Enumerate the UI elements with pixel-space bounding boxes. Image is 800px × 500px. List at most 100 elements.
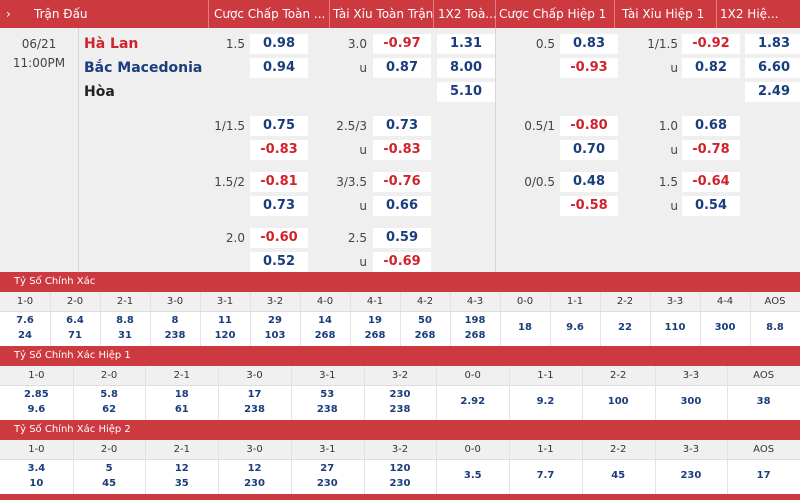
score-odds-button[interactable]: 38 <box>756 396 771 407</box>
score-odds-button[interactable]: 12 <box>247 463 262 474</box>
score-odds-button[interactable]: 7.7 <box>536 470 555 481</box>
h1-overunder-odds-button[interactable]: 0.54 <box>682 196 740 216</box>
h1-handicap-odds-button[interactable]: 0.83 <box>560 34 618 54</box>
col-h1-1x2[interactable]: 1X2 Hiệ... <box>720 7 779 21</box>
score-odds-reverse-button[interactable]: 9.6 <box>27 404 46 415</box>
col-h1-overunder[interactable]: Tài Xỉu Hiệp 1 <box>622 7 705 21</box>
overunder-odds-button[interactable]: 0.73 <box>373 116 431 136</box>
h1-handicap-odds-button[interactable]: -0.58 <box>560 196 618 216</box>
h1-overunder-odds-button[interactable]: 0.82 <box>682 58 740 78</box>
handicap-odds-button[interactable]: 0.52 <box>250 252 308 272</box>
score-odds-reverse-button[interactable]: 230 <box>389 478 411 489</box>
score-odds-button[interactable]: 3.5 <box>463 470 482 481</box>
score-odds-button[interactable]: 300 <box>680 396 702 407</box>
score-odds-button[interactable]: 100 <box>607 396 629 407</box>
score-odds-reverse-button[interactable]: 61 <box>174 404 189 415</box>
score-odds-button[interactable]: 8.8 <box>116 315 134 326</box>
score-odds-button[interactable]: 2.92 <box>460 396 486 407</box>
score-odds-button[interactable]: 19 <box>368 315 382 326</box>
overunder-odds-button[interactable]: 0.66 <box>373 196 431 216</box>
score-odds-button[interactable]: 198 <box>464 315 486 326</box>
handicap-odds-button[interactable]: 0.75 <box>250 116 308 136</box>
score-odds-button[interactable]: 45 <box>611 470 626 481</box>
away-team[interactable]: Bắc Macedonia <box>84 60 203 76</box>
col-fulltime-handicap[interactable]: Cược Chấp Toàn ... <box>214 7 326 21</box>
score-odds-reverse-button[interactable]: 71 <box>68 330 82 341</box>
score-odds-button[interactable]: 17 <box>756 470 771 481</box>
handicap-odds-button[interactable]: 0.98 <box>250 34 308 54</box>
h1-handicap-odds-button[interactable]: 0.70 <box>560 140 618 160</box>
handicap-odds-button[interactable]: 0.94 <box>250 58 308 78</box>
score-odds-button[interactable]: 8 <box>171 315 179 326</box>
score-odds-button[interactable]: 8.8 <box>766 322 784 333</box>
score-odds-button[interactable]: 11 <box>218 315 232 326</box>
1x2-odds-button[interactable]: 8.00 <box>437 58 495 78</box>
handicap-odds-button[interactable]: 0.73 <box>250 196 308 216</box>
score-odds-button[interactable]: 18 <box>174 389 189 400</box>
score-odds-button[interactable]: 5 <box>105 463 113 474</box>
handicap-odds-button[interactable]: -0.60 <box>250 228 308 248</box>
handicap-odds-button[interactable]: -0.83 <box>250 140 308 160</box>
score-odds-button[interactable]: 53 <box>320 389 335 400</box>
score-odds-button[interactable]: 12 <box>174 463 189 474</box>
h1-1x2-odds-button[interactable]: 6.60 <box>745 58 800 78</box>
handicap-odds-button[interactable]: -0.81 <box>250 172 308 192</box>
score-odds-button[interactable]: 2.85 <box>24 389 49 400</box>
h1-handicap-odds-button[interactable]: -0.93 <box>560 58 618 78</box>
score-odds-button[interactable]: 7.6 <box>16 315 34 326</box>
chevron-right-icon[interactable]: › <box>6 7 11 21</box>
score-odds-button[interactable]: 50 <box>418 315 432 326</box>
score-odds-button[interactable]: 6.4 <box>66 315 84 326</box>
h1-overunder-odds-button[interactable]: -0.78 <box>682 140 740 160</box>
h1-1x2-odds-button[interactable]: 2.49 <box>745 82 800 102</box>
col-fulltime-overunder[interactable]: Tài Xỉu Toàn Trận <box>333 7 433 21</box>
score-odds-reverse-button[interactable]: 45 <box>102 478 117 489</box>
score-odds-reverse-button[interactable]: 31 <box>118 330 132 341</box>
score-odds-button[interactable]: 9.6 <box>566 322 584 333</box>
score-odds-button[interactable]: 230 <box>389 389 411 400</box>
score-odds-reverse-button[interactable]: 35 <box>174 478 189 489</box>
h1-handicap-odds-button[interactable]: -0.80 <box>560 116 618 136</box>
col-fulltime-1x2[interactable]: 1X2 Toà... <box>438 7 496 21</box>
overunder-odds-button[interactable]: 0.59 <box>373 228 431 248</box>
h1-overunder-odds-button[interactable]: -0.64 <box>682 172 740 192</box>
score-odds-reverse-button[interactable]: 268 <box>364 330 386 341</box>
section-title-exact-score-h2[interactable]: Tỷ Số Chính Xác Hiệp 2 <box>0 420 800 440</box>
score-odds-reverse-button[interactable]: 10 <box>29 478 44 489</box>
score-odds-reverse-button[interactable]: 103 <box>264 330 286 341</box>
score-odds-button[interactable]: 22 <box>618 322 632 333</box>
1x2-odds-button[interactable]: 5.10 <box>437 82 495 102</box>
score-odds-button[interactable]: 230 <box>680 470 702 481</box>
score-odds-reverse-button[interactable]: 238 <box>316 404 338 415</box>
score-odds-reverse-button[interactable]: 268 <box>414 330 436 341</box>
score-odds-button[interactable]: 27 <box>320 463 335 474</box>
overunder-odds-button[interactable]: 0.87 <box>373 58 431 78</box>
score-odds-button[interactable]: 9.2 <box>536 396 555 407</box>
section-title-exact-score-h1[interactable]: Tỷ Số Chính Xác Hiệp 1 <box>0 346 800 366</box>
section-title-exact-score[interactable]: Tỷ Số Chính Xác <box>0 272 800 292</box>
h1-1x2-odds-button[interactable]: 1.83 <box>745 34 800 54</box>
score-odds-reverse-button[interactable]: 230 <box>244 478 265 489</box>
score-odds-reverse-button[interactable]: 120 <box>214 330 236 341</box>
overunder-odds-button[interactable]: -0.97 <box>373 34 431 54</box>
col-match[interactable]: Trận Đấu <box>34 7 88 21</box>
overunder-odds-button[interactable]: -0.83 <box>373 140 431 160</box>
score-odds-reverse-button[interactable]: 238 <box>164 330 186 341</box>
overunder-odds-button[interactable]: -0.76 <box>373 172 431 192</box>
score-odds-reverse-button[interactable]: 62 <box>102 404 117 415</box>
score-odds-reverse-button[interactable]: 230 <box>316 478 338 489</box>
score-odds-reverse-button[interactable]: 24 <box>18 330 32 341</box>
score-odds-reverse-button[interactable]: 238 <box>389 404 411 415</box>
score-odds-button[interactable]: 300 <box>714 322 736 333</box>
score-odds-button[interactable]: 110 <box>664 322 686 333</box>
col-h1-handicap[interactable]: Cược Chấp Hiệp 1 <box>499 7 607 21</box>
score-odds-button[interactable]: 5.8 <box>100 389 118 400</box>
score-odds-button[interactable]: 29 <box>268 315 282 326</box>
overunder-odds-button[interactable]: -0.69 <box>373 252 431 272</box>
score-odds-reverse-button[interactable]: 238 <box>244 404 265 415</box>
score-odds-reverse-button[interactable]: 268 <box>314 330 336 341</box>
score-odds-button[interactable]: 14 <box>318 315 332 326</box>
h1-overunder-odds-button[interactable]: 0.68 <box>682 116 740 136</box>
score-odds-button[interactable]: 3.4 <box>27 463 46 474</box>
h1-handicap-odds-button[interactable]: 0.48 <box>560 172 618 192</box>
